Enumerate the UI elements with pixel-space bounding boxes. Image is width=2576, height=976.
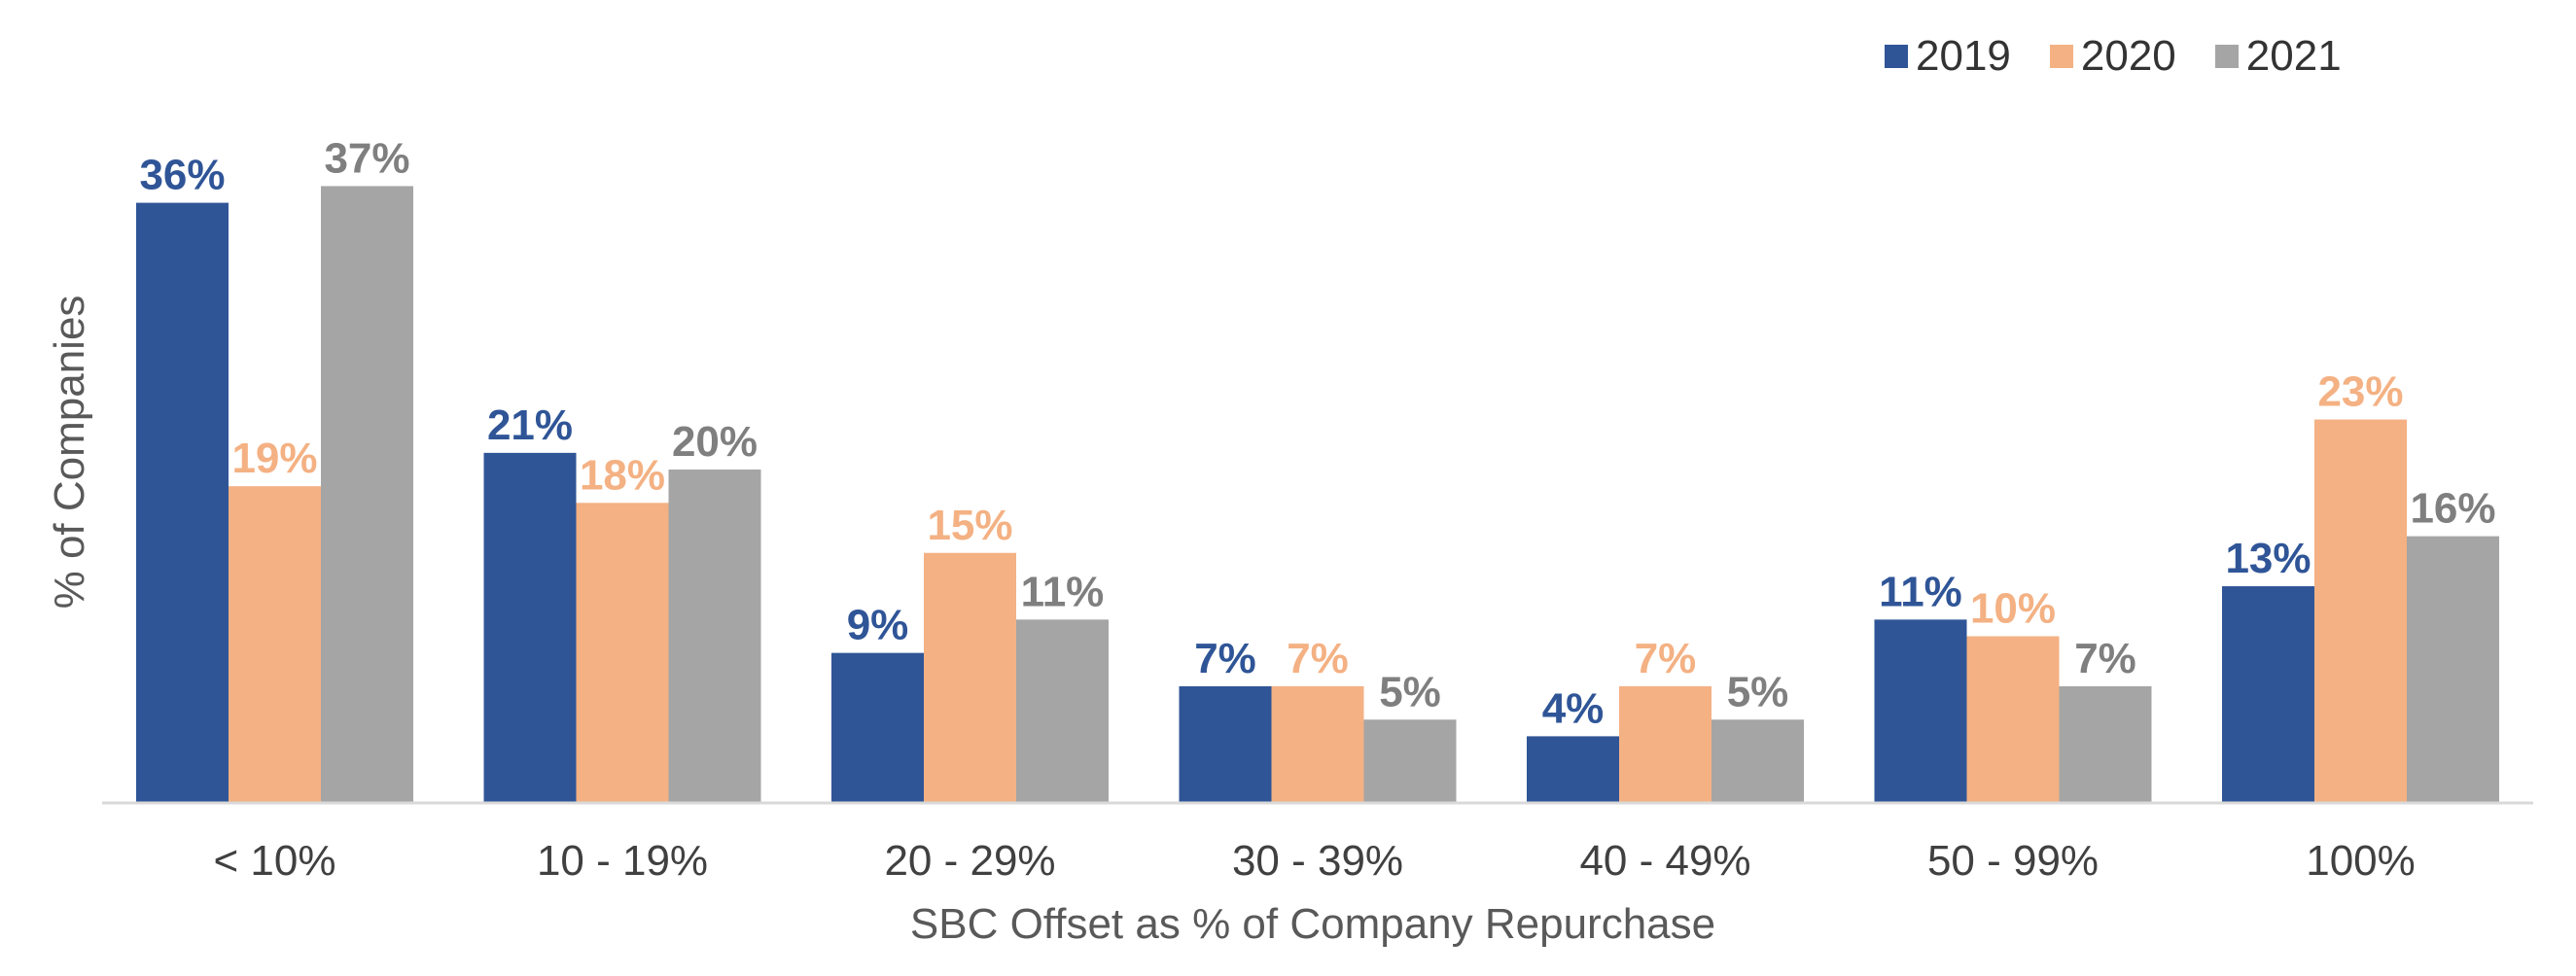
data-label-2019-30-39: 7%: [1194, 635, 1256, 682]
legend-swatch-2020: [2049, 45, 2073, 68]
bar-2021-30-39: [1363, 719, 1457, 803]
x-tick-label-30-39: 30 - 39%: [1232, 837, 1403, 885]
bar-2019-40-49: [1527, 736, 1619, 803]
data-label-2020-40-49: 7%: [1635, 635, 1697, 682]
data-label-2020-50-99: 10%: [1970, 585, 2056, 633]
data-label-2021-50-99: 7%: [2074, 635, 2136, 682]
data-label-2021-10: 37%: [324, 134, 409, 182]
data-label-2020-10-19: 18%: [580, 451, 665, 499]
data-label-2020-30-39: 7%: [1287, 635, 1349, 682]
legend-swatch-2021: [2214, 45, 2239, 68]
data-label-2019-10: 36%: [139, 152, 225, 199]
chart-legend: 2019 2020 2021: [1885, 35, 2342, 78]
bar-2020-100: [2314, 419, 2407, 803]
x-tick-label-50-99: 50 - 99%: [1927, 837, 2099, 885]
legend-item-2020: 2020: [2049, 32, 2176, 80]
x-tick-label-10-19: 10 - 19%: [537, 837, 708, 885]
bar-2020-50-99: [1966, 636, 2060, 803]
x-axis-title: SBC Offset as % of Company Repurchase: [910, 900, 1715, 948]
legend-item-2021: 2021: [2214, 32, 2342, 80]
bars-layer: [136, 186, 2499, 804]
data-label-2019-20-29: 9%: [847, 602, 909, 649]
bar-2019-10: [136, 202, 229, 804]
x-tick-label-10: < 10%: [214, 837, 336, 885]
bar-2020-40-49: [1619, 685, 1711, 803]
data-label-2021-100: 16%: [2410, 485, 2495, 533]
bar-2020-10-19: [576, 503, 669, 803]
y-axis-title: % of Companies: [46, 296, 93, 610]
data-label-2020-10: 19%: [231, 435, 317, 482]
bar-2019-50-99: [1874, 619, 1967, 803]
legend-swatch-2019: [1885, 45, 1908, 68]
bar-2021-10-19: [668, 470, 761, 803]
bar-2021-100: [2407, 536, 2499, 803]
bar-2021-10: [321, 186, 413, 803]
legend-label-2021: 2021: [2245, 32, 2342, 80]
data-label-2019-40-49: 4%: [1542, 684, 1605, 732]
legend-item-2019: 2019: [1885, 35, 2011, 78]
data-label-2020-20-29: 15%: [927, 502, 1012, 549]
data-label-2021-30-39: 5%: [1379, 668, 1441, 715]
bar-2019-20-29: [831, 652, 924, 803]
data-labels-layer: 36%19%37%21%18%20%9%15%11%7% 7%5% 4%7%5%11…: [139, 134, 2495, 732]
data-label-2021-10-19: 20%: [672, 418, 758, 466]
data-label-2021-20-29: 11%: [1021, 568, 1105, 615]
bar-2021-20-29: [1016, 619, 1109, 803]
data-label-2019-50-99: 11%: [1879, 568, 1962, 615]
x-tick-label-20-29: 20 - 29%: [884, 837, 1055, 885]
bar-2021-50-99: [2059, 685, 2152, 803]
bar-2021-40-49: [1711, 719, 1804, 803]
data-label-2019-10-19: 21%: [487, 401, 573, 449]
x-tick-label-40-49: 40 - 49%: [1579, 837, 1750, 885]
bar-2019-30-39: [1179, 685, 1272, 803]
bar-2020-30-39: [1271, 685, 1364, 803]
legend-label-2019: 2019: [1916, 32, 2011, 80]
data-label-2021-40-49: 5%: [1727, 668, 1789, 715]
bar-2020-10: [229, 486, 321, 803]
x-tick-label-100: 100%: [2306, 837, 2416, 885]
x-tick-labels: < 10% 10 - 19% 20 - 29% 30 - 39% 40 - 49% 50 …: [214, 837, 2416, 885]
legend-label-2020: 2020: [2080, 32, 2176, 80]
data-label-2020-100: 23%: [2317, 368, 2403, 416]
bar-2019-100: [2222, 586, 2314, 803]
bar-2020-20-29: [924, 552, 1016, 803]
data-label-2019-100: 13%: [2225, 535, 2311, 582]
bar-2019-10-19: [483, 452, 577, 803]
